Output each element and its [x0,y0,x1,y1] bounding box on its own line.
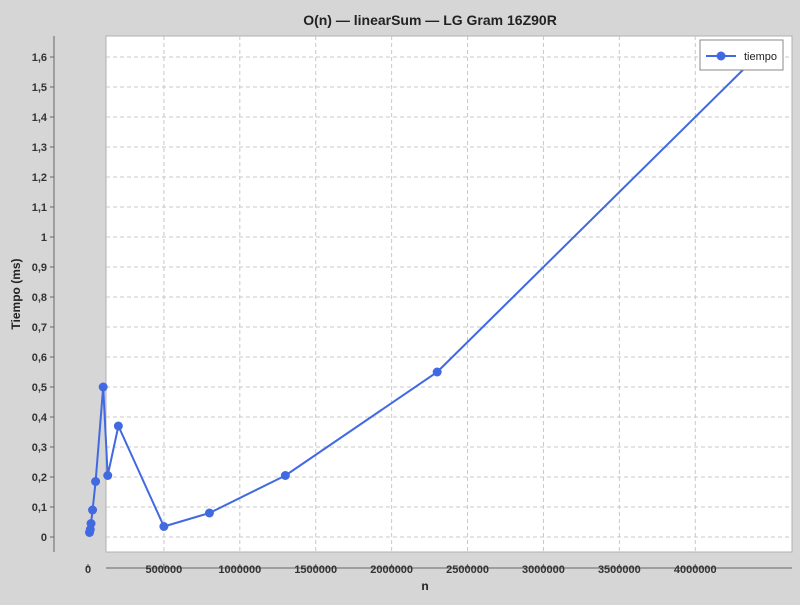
y-tick-label: 1 [41,232,47,244]
x-tick-label: 4000000 [674,564,717,576]
legend: tiempo [699,39,784,71]
data-point [91,477,101,486]
series-layer [85,52,761,537]
x-tick-label: 1000000 [218,564,261,576]
y-tick-label: 0,3 [32,442,47,454]
data-point [204,508,214,518]
x-tick-label: 0 [85,564,91,576]
data-point [280,471,290,480]
x-axis-label: n [421,579,428,593]
chart-title: O(n) — linearSum — LG Gram 16Z90R [303,12,557,28]
data-point [159,522,169,531]
legend-marker-tiempo [716,51,726,61]
y-tick-label: 0,6 [32,352,47,364]
y-tick-label: 0,5 [32,382,47,394]
y-tick-label: 0,2 [32,472,47,484]
x-tick-label: 500000 [146,564,183,576]
y-tick-label: 0,1 [32,502,47,514]
y-axis-label: Tiempo (ms) [9,258,23,329]
data-point [432,367,442,377]
y-tick-label: 0,9 [32,262,47,274]
x-tick-label: 3000000 [522,564,565,576]
y-tick-label: 1,3 [32,142,47,154]
y-tick-label: 1,2 [32,172,47,184]
data-point [103,471,113,480]
y-tick-label: 1,6 [32,52,47,64]
y-tick-label: 1,1 [32,202,47,214]
x-tick-label: 3500000 [598,564,641,576]
y-tick-label: 1,4 [32,112,48,124]
x-tick-label: 1500000 [294,564,337,576]
x-tick-label: 2000000 [370,564,413,576]
data-point [88,505,98,515]
data-point [113,421,123,431]
plot-area [105,35,793,553]
grid-lines [106,36,792,552]
y-axis-ticks: 0 0,1 0,2 0,3 0,4 0,5 0,6 0,7 0,8 0,9 1 1,1 1,2 1,3 1,… [32,52,54,544]
y-tick-label: 1,5 [32,82,47,94]
x-axis-ticks: 0 500000 1000000 1500000 2000000 2500000 30000… [85,564,717,576]
y-tick-label: 0 [41,532,47,544]
y-tick-label: 0,4 [32,412,48,424]
data-point [86,519,96,528]
legend-label-tiempo: tiempo [744,51,777,63]
x-tick-label: 2500000 [446,564,489,576]
y-tick-label: 0,7 [32,322,47,334]
y-tick-label: 0,8 [32,292,47,304]
data-point [98,382,108,392]
